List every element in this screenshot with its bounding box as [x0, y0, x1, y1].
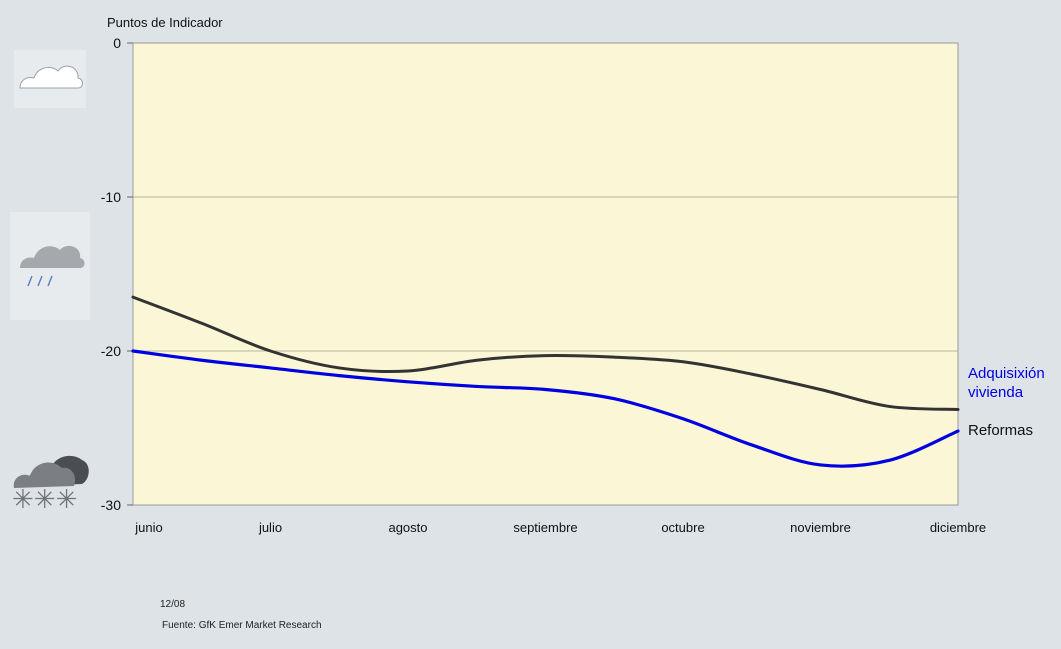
x-tick-label: junio: [134, 520, 162, 535]
x-tick-label: octubre: [661, 520, 704, 535]
x-tick-label: agosto: [388, 520, 427, 535]
footer-source: Fuente: GfK Emer Market Research: [162, 620, 322, 631]
x-tick-label: septiembre: [513, 520, 577, 535]
rain-cloud-icon: [10, 212, 90, 320]
y-tick-label: -10: [101, 189, 121, 205]
series-line-adquisicion: [131, 349, 960, 468]
series-line-reformas: [131, 295, 960, 412]
x-tick-label: julio: [258, 520, 282, 535]
x-tick-label: diciembre: [930, 520, 986, 535]
snow-cloud-icon: ✳✳✳: [12, 455, 89, 515]
plot-area: [132, 42, 959, 506]
footer-date: 12/08: [160, 599, 186, 610]
series-lines: [131, 295, 960, 468]
series-label-reformas: Reformas: [968, 422, 1033, 439]
y-axis-ticks: 0 -10 -20 -30: [101, 35, 133, 513]
y-axis-title: Puntos de Indicador: [107, 15, 223, 30]
svg-text:✳✳✳: ✳✳✳: [12, 485, 77, 515]
cloud-icon: [14, 50, 86, 108]
series-label-adquisicion: Adquisixión vivienda: [968, 365, 1049, 401]
y-tick-label: -20: [101, 343, 121, 359]
x-tick-label: noviembre: [790, 520, 851, 535]
x-axis-ticks: junio julio agosto septiembre octubre noviemb…: [134, 520, 986, 535]
y-tick-label: 0: [113, 35, 121, 51]
y-tick-label: -30: [101, 497, 121, 513]
